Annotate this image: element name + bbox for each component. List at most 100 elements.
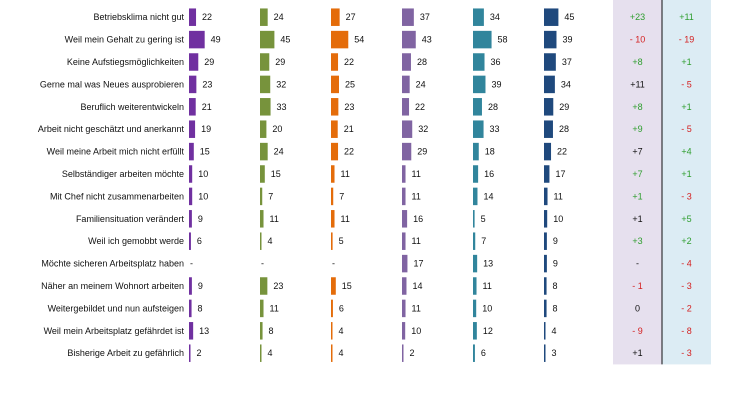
value-label: 13 <box>199 326 209 336</box>
category-label: Weitergebildet und nun aufsteigen <box>48 303 184 313</box>
value-label: 22 <box>344 147 354 157</box>
difference-label: - 19 <box>679 35 695 45</box>
value-label: 16 <box>413 214 423 224</box>
bar <box>189 210 192 228</box>
value-label: 6 <box>339 303 344 313</box>
diff-panel-2 <box>662 0 711 365</box>
bar <box>260 120 267 138</box>
value-label: 45 <box>564 12 574 22</box>
value-label: 8 <box>269 326 274 336</box>
value-label: 11 <box>412 169 421 179</box>
value-label: 37 <box>562 57 572 67</box>
difference-label: +1 <box>681 169 691 179</box>
value-label: 12 <box>483 326 493 336</box>
bar <box>260 277 268 295</box>
value-label: 7 <box>268 191 273 201</box>
bar <box>331 120 338 138</box>
bar <box>544 344 546 362</box>
bar <box>544 53 556 71</box>
bar <box>331 98 339 116</box>
value-label: 29 <box>559 102 569 112</box>
bar <box>544 232 547 250</box>
bar <box>544 98 554 116</box>
bar <box>473 187 478 206</box>
bar <box>544 254 547 273</box>
value-label: 14 <box>412 281 422 291</box>
value-label: 28 <box>417 57 427 67</box>
bar <box>402 277 407 295</box>
value-label: 32 <box>276 79 286 89</box>
bar <box>544 8 559 26</box>
bar <box>260 344 262 362</box>
value-label: 4 <box>339 348 344 358</box>
bar <box>260 210 264 228</box>
bar <box>544 277 547 295</box>
bar <box>189 344 191 362</box>
difference-label: +11 <box>630 79 645 89</box>
bar <box>402 187 406 206</box>
value-label: 15 <box>342 281 352 291</box>
bar <box>473 277 477 295</box>
value-label: 54 <box>354 35 364 45</box>
value-label: 23 <box>202 79 212 89</box>
value-label: 10 <box>411 326 421 336</box>
bar <box>331 75 339 94</box>
value-label: 16 <box>484 169 494 179</box>
difference-label: +5 <box>681 214 691 224</box>
bar <box>402 142 412 161</box>
category-label: Familiensituation verändert <box>76 214 185 224</box>
difference-label: +1 <box>632 191 642 201</box>
value-label: 24 <box>274 12 284 22</box>
value-label: 45 <box>280 35 290 45</box>
value-label: 11 <box>412 303 421 313</box>
value-label: 13 <box>483 259 493 269</box>
value-label: 10 <box>553 214 563 224</box>
bar <box>473 344 475 362</box>
category-label: Selbständiger arbeiten möchte <box>62 169 184 179</box>
bar <box>473 8 484 26</box>
value-label: 29 <box>204 57 214 67</box>
bar <box>189 232 191 250</box>
bar <box>189 75 197 94</box>
value-label: 58 <box>498 35 508 45</box>
bar <box>473 98 482 116</box>
bar <box>544 165 550 183</box>
missing-value-label: - <box>190 259 193 269</box>
difference-label: - 9 <box>632 326 643 336</box>
value-label: 8 <box>553 303 558 313</box>
value-label: 2 <box>197 348 202 358</box>
bar <box>260 299 264 318</box>
value-label: 9 <box>553 236 558 246</box>
category-label: Beruflich weiterentwickeln <box>80 102 184 112</box>
bar <box>402 254 408 273</box>
value-label: 11 <box>341 214 350 224</box>
bar <box>473 53 485 71</box>
bar <box>331 344 333 362</box>
value-label: 21 <box>202 102 212 112</box>
bar <box>473 30 492 49</box>
value-label: 22 <box>344 57 354 67</box>
value-label: 7 <box>339 191 344 201</box>
bar <box>331 277 336 295</box>
bar <box>544 210 548 228</box>
value-label: 11 <box>483 281 492 291</box>
value-label: 14 <box>483 191 493 201</box>
category-label: Bisherige Arbeit zu gefährlich <box>67 348 184 358</box>
bar <box>189 98 196 116</box>
bar <box>260 98 271 116</box>
value-label: 29 <box>417 147 427 157</box>
value-label: 28 <box>488 102 498 112</box>
value-label: 5 <box>481 214 486 224</box>
missing-value-label: - <box>261 259 264 269</box>
value-label: 15 <box>271 169 281 179</box>
bar <box>189 165 193 183</box>
difference-label: +8 <box>632 57 642 67</box>
value-label: 11 <box>554 191 563 201</box>
bar <box>544 30 557 49</box>
bar <box>331 299 333 318</box>
bar <box>331 187 334 206</box>
difference-label: - 3 <box>681 191 692 201</box>
bar <box>544 187 548 206</box>
bar <box>331 53 339 71</box>
